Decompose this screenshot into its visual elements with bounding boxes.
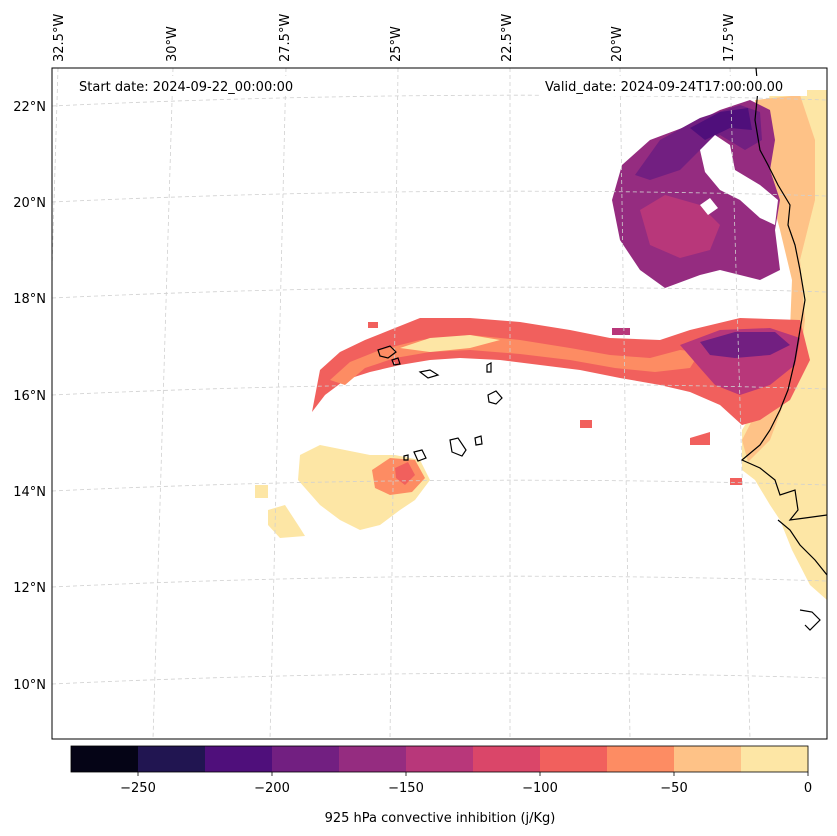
lat-label: 16°N	[13, 389, 46, 404]
cin-patch-4	[612, 328, 630, 335]
gridline-lat	[52, 190, 827, 203]
cin-region-north-deep	[690, 108, 752, 140]
colorbar-tick-label: −200	[254, 781, 290, 796]
cin-field	[255, 90, 827, 600]
colorbar-label: 925 hPa convective inhibition (j/Kg)	[325, 811, 556, 826]
island-sal	[486, 362, 492, 373]
island-maio	[474, 435, 483, 446]
cin-region-south-blob-2	[268, 505, 305, 538]
lon-label: 32.5°W	[52, 14, 67, 62]
cin-region-band-east-deep	[700, 332, 790, 358]
lon-label: 17.5°W	[722, 14, 737, 62]
valid-date-box	[540, 76, 807, 96]
island-brava	[403, 454, 409, 461]
lon-label: 20°W	[610, 26, 625, 62]
map-frame	[51, 67, 828, 740]
colorbar-segment	[205, 746, 273, 772]
gridline-lon	[152, 68, 174, 739]
colorbar-tick-label: −150	[388, 781, 424, 796]
start-date-box	[74, 76, 314, 96]
island-boa-vista	[487, 390, 503, 405]
cin-hole-1	[700, 135, 778, 225]
colorbar-tick-label: −100	[522, 781, 558, 796]
island-santo-antao	[377, 345, 397, 359]
cin-patch-3	[730, 478, 742, 485]
colorbar-segment	[674, 746, 742, 772]
colorbar-tick-label: −250	[120, 781, 156, 796]
colorbar-segment	[607, 746, 675, 772]
lat-label: 18°N	[13, 292, 46, 307]
cin-patch-2	[580, 420, 592, 428]
lon-label: 22.5°W	[500, 14, 515, 62]
coastline-bissagos	[799, 609, 821, 631]
colorbar-segment	[406, 746, 474, 772]
graticule	[52, 68, 827, 739]
colorbar-segment	[540, 746, 608, 772]
cin-patch-5	[368, 322, 378, 328]
lon-label: 27.5°W	[278, 14, 293, 62]
lon-label: 30°W	[165, 26, 180, 62]
gridline-lon	[269, 68, 287, 739]
latitude-labels: 22°N 20°N 18°N 16°N 14°N 12°N 10°N	[13, 100, 46, 693]
colorbar-tick-label: 0	[804, 781, 812, 796]
gridline-lon	[389, 68, 399, 739]
coastline-guinea	[777, 519, 827, 576]
colorbar	[70, 745, 809, 776]
valid-date-label: Valid_date: 2024-09-24T17:00:00.00	[545, 80, 783, 95]
coastlines	[377, 68, 827, 631]
cin-region-band-pale	[400, 335, 500, 352]
colorbar-segment	[71, 746, 139, 772]
cin-region-south-core	[395, 462, 415, 485]
colorbar-segment	[339, 746, 407, 772]
gridline-lat	[52, 672, 827, 685]
lat-label: 14°N	[13, 485, 46, 500]
lat-label: 12°N	[13, 581, 46, 596]
cin-region-south-blob-3	[255, 485, 268, 498]
gridline-lat	[52, 479, 827, 492]
gridline-lat	[52, 94, 827, 107]
start-date-label: Start date: 2024-09-22_00:00:00	[79, 80, 293, 95]
colorbar-segment	[473, 746, 541, 772]
island-sao-vicente	[391, 357, 401, 366]
lon-label: 25°W	[389, 26, 404, 62]
lat-label: 10°N	[13, 678, 46, 693]
colorbar-ticks: −250 −200 −150 −100 −50 0	[120, 781, 812, 796]
colorbar-segment	[272, 746, 340, 772]
colorbar-segment	[741, 746, 809, 772]
colorbar-tick-label: −50	[660, 781, 687, 796]
lat-label: 20°N	[13, 196, 46, 211]
cin-region-north-inner	[640, 195, 720, 258]
colorbar-segment	[138, 746, 206, 772]
coastline-africa	[740, 68, 827, 521]
island-fogo	[413, 449, 427, 462]
gridline-lat	[52, 286, 827, 299]
cin-hole-2	[700, 198, 718, 215]
island-santiago	[449, 437, 467, 457]
gridline-lat	[52, 383, 827, 396]
colorbar-border	[70, 745, 809, 773]
lat-label: 22°N	[13, 100, 46, 115]
gridline-lat	[52, 575, 827, 588]
island-sao-nicolau	[418, 369, 440, 379]
longitude-labels: 32.5°W 30°W 27.5°W 25°W 22.5°W 20°W 17.5…	[52, 14, 737, 62]
cin-region-coast-light	[742, 95, 815, 462]
cin-patch-1	[690, 432, 710, 445]
